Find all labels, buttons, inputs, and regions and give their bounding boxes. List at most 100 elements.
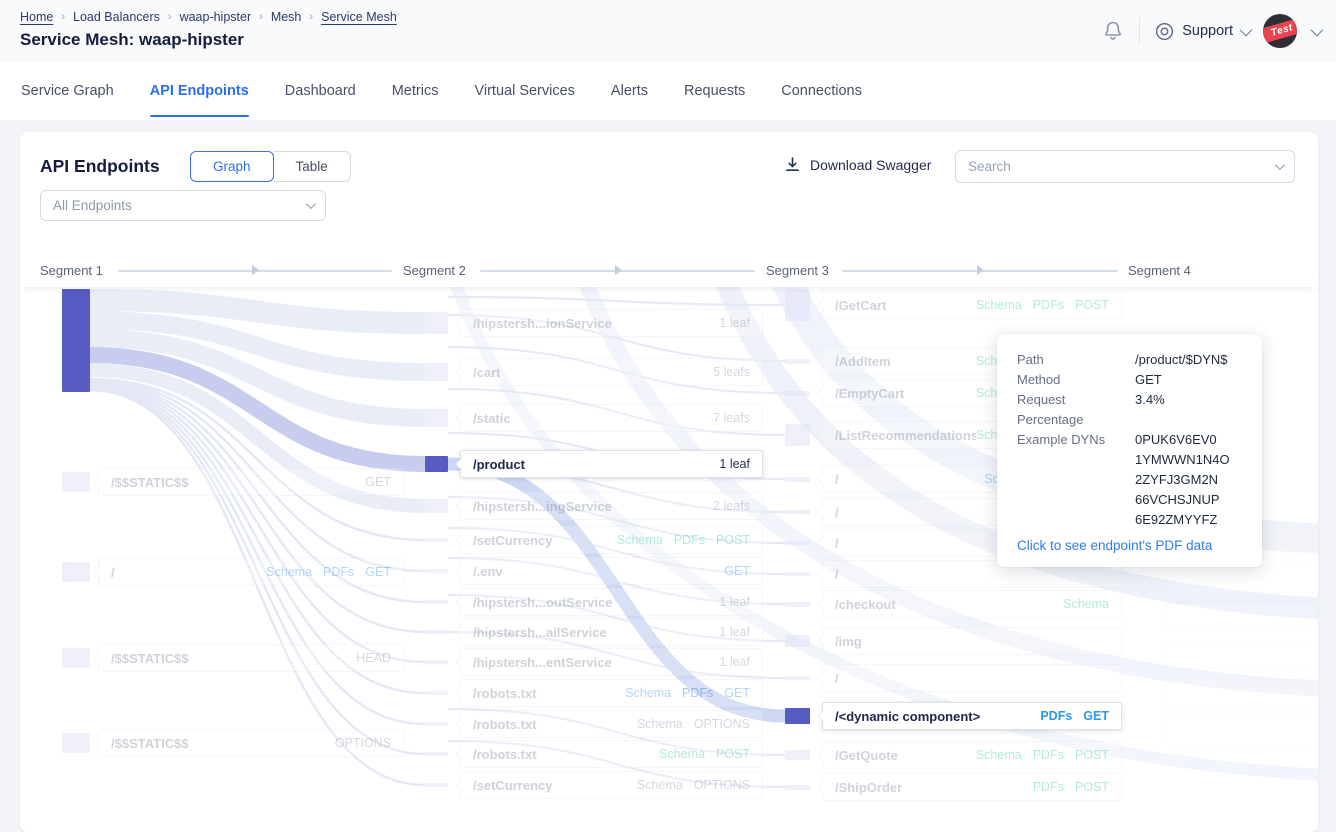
endpoint-node[interactable]: [785, 424, 810, 446]
view-toggle-table[interactable]: Table: [273, 151, 351, 182]
endpoint-node[interactable]: [62, 648, 90, 668]
endpoint-node[interactable]: [785, 572, 810, 576]
endpoint-action-get[interactable]: GET: [724, 686, 750, 700]
endpoint-node[interactable]: [62, 562, 90, 582]
endpoint-node[interactable]: [785, 541, 810, 545]
endpoint-node[interactable]: [785, 784, 810, 790]
endpoint-action-get[interactable]: GET: [724, 564, 750, 578]
endpoint-row[interactable]: /hipstersh...entService 1 leaf: [460, 648, 763, 676]
endpoint-action-post[interactable]: POST: [1074, 298, 1109, 312]
endpoint-row[interactable]: /static 7 leafs: [460, 404, 763, 432]
endpoint-row[interactable]: /ShipOrder PDFs POST: [822, 773, 1122, 801]
notifications-bell-icon[interactable]: [1101, 19, 1125, 43]
endpoint-node[interactable]: [425, 312, 448, 334]
endpoint-node[interactable]: [425, 499, 448, 513]
endpoint-node[interactable]: [785, 358, 810, 364]
root-node[interactable]: [62, 289, 90, 392]
endpoint-row[interactable]: /cart 5 leafs: [460, 358, 763, 386]
endpoint-row[interactable]: /checkout Schema: [822, 590, 1122, 618]
endpoint-row[interactable]: /setCurrency Schema PDFs POST: [460, 526, 763, 554]
endpoint-row[interactable]: /$$STATIC$$ GET: [98, 468, 404, 496]
endpoint-node[interactable]: [785, 390, 810, 396]
tab-virtual-services[interactable]: Virtual Services: [474, 83, 575, 99]
breadcrumb-item[interactable]: Load Balancers: [73, 10, 160, 24]
endpoint-node[interactable]: [425, 569, 448, 573]
endpoint-row[interactable]: / Schema PDFs GET: [98, 558, 404, 586]
endpoint-node[interactable]: [785, 676, 810, 680]
breadcrumb-item[interactable]: Service Mesh: [321, 10, 397, 24]
endpoint-action-schema[interactable]: Schema: [659, 747, 705, 761]
endpoint-node[interactable]: [425, 752, 448, 756]
endpoint-node[interactable]: [785, 601, 810, 607]
search-input[interactable]: [968, 159, 1275, 174]
endpoint-action-post[interactable]: POST: [1074, 780, 1109, 794]
endpoint-row[interactable]: /setCurrency Schema OPTIONS: [460, 771, 763, 799]
endpoint-row[interactable]: /<dynamic component> PDFs GET: [822, 702, 1122, 730]
endpoint-node[interactable]: [62, 472, 90, 492]
endpoint-node[interactable]: [425, 456, 448, 472]
endpoint-row[interactable]: /img: [822, 627, 1122, 655]
endpoint-row[interactable]: /hipstersh...ailService 1 leaf: [460, 618, 763, 646]
endpoint-node[interactable]: [425, 600, 448, 604]
endpoint-action-get[interactable]: GET: [365, 565, 391, 579]
endpoint-action-pdfs[interactable]: PDFs: [682, 686, 714, 700]
endpoint-node[interactable]: [785, 510, 810, 514]
breadcrumb-item[interactable]: waap-hipster: [179, 10, 252, 24]
endpoint-node[interactable]: [425, 660, 448, 664]
endpoint-node[interactable]: [785, 289, 810, 321]
breadcrumb-item[interactable]: Home: [20, 10, 54, 24]
endpoint-action-pdfs[interactable]: PDFs: [323, 565, 355, 579]
endpoint-row[interactable]: /robots.txt Schema OPTIONS: [460, 710, 763, 738]
endpoint-node[interactable]: [425, 409, 448, 427]
endpoint-row[interactable]: /GetCart Schema PDFs POST: [822, 291, 1122, 319]
endpoint-row[interactable]: /hipstersh...outService 1 leaf: [460, 588, 763, 616]
endpoint-row[interactable]: /.env GET: [460, 557, 763, 585]
endpoint-action-pdfs[interactable]: PDFs: [1032, 748, 1064, 762]
endpoint-row[interactable]: /GetQuote Schema PDFs POST: [822, 741, 1122, 769]
breadcrumb-item[interactable]: Mesh: [270, 10, 302, 24]
tab-dashboard[interactable]: Dashboard: [284, 83, 356, 99]
download-swagger-button[interactable]: Download Swagger: [784, 156, 931, 173]
endpoint-action-get[interactable]: GET: [1083, 709, 1109, 723]
endpoint-row[interactable]: /product 1 leaf: [460, 450, 763, 478]
endpoint-node[interactable]: [785, 476, 810, 482]
endpoint-action-schema[interactable]: Schema: [1063, 597, 1109, 611]
endpoint-row[interactable]: /hipstersh...ionService 1 leaf: [460, 309, 763, 337]
endpoint-row[interactable]: /robots.txt Schema POST: [460, 740, 763, 768]
endpoint-node[interactable]: [62, 733, 90, 753]
user-avatar[interactable]: Test: [1263, 14, 1297, 48]
endpoint-action-schema[interactable]: Schema: [975, 298, 1022, 312]
endpoint-row[interactable]: /robots.txt Schema PDFs GET: [460, 679, 763, 707]
search-combobox[interactable]: [955, 150, 1295, 183]
tab-requests[interactable]: Requests: [684, 83, 746, 99]
endpoint-action-schema[interactable]: Schema: [616, 533, 663, 547]
endpoint-row[interactable]: /$$STATIC$$ HEAD: [98, 644, 404, 672]
endpoint-node[interactable]: [425, 783, 448, 787]
tab-service-graph[interactable]: Service Graph: [21, 83, 114, 99]
tab-connections[interactable]: Connections: [781, 83, 862, 99]
tab-alerts[interactable]: Alerts: [610, 83, 648, 99]
endpoint-action-schema[interactable]: Schema: [975, 748, 1022, 762]
endpoint-action-post[interactable]: POST: [715, 747, 750, 761]
endpoint-action-post[interactable]: POST: [1074, 748, 1109, 762]
endpoint-row[interactable]: /$$STATIC$$ OPTIONS: [98, 729, 404, 757]
endpoint-node[interactable]: [785, 635, 810, 647]
endpoint-node[interactable]: [785, 708, 810, 724]
endpoint-action-schema[interactable]: Schema: [266, 565, 313, 579]
endpoint-node[interactable]: [425, 691, 448, 695]
account-chevron-icon[interactable]: [1310, 23, 1324, 36]
endpoint-node[interactable]: [425, 538, 448, 542]
endpoint-action-schema[interactable]: Schema: [625, 686, 672, 700]
tab-api-endpoints[interactable]: API Endpoints: [149, 62, 249, 120]
tooltip-pdf-link[interactable]: Click to see endpoint's PDF data: [1017, 538, 1213, 553]
endpoint-node[interactable]: [785, 750, 810, 760]
endpoint-node[interactable]: [425, 630, 448, 634]
endpoint-action-pdfs[interactable]: PDFs: [673, 533, 705, 547]
endpoint-node[interactable]: [425, 722, 448, 726]
endpoint-action-pdfs[interactable]: PDFs: [1040, 709, 1073, 723]
endpoint-action-post[interactable]: POST: [715, 533, 750, 547]
endpoint-row[interactable]: /hipstersh...ingService 2 leafs: [460, 492, 763, 520]
endpoint-action-pdfs[interactable]: PDFs: [1032, 298, 1064, 312]
endpoint-action-pdfs[interactable]: PDFs: [1032, 780, 1064, 794]
tab-metrics[interactable]: Metrics: [391, 83, 439, 99]
